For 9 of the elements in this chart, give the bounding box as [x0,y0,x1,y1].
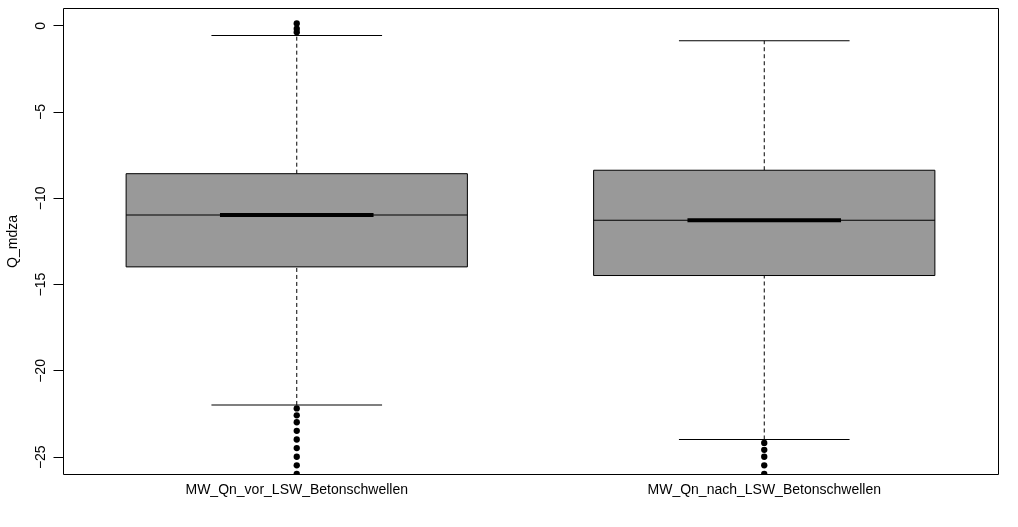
y-tick-label: −25 [31,445,48,470]
y-tick-label: −20 [31,358,48,383]
y-tick-label: −10 [31,186,48,211]
y-tick-label: −5 [31,103,48,121]
y-tick-label: −15 [31,272,48,297]
x-tick-label: MW_Qn_nach_LSW_Betonschwellen [647,480,881,497]
y-tick-label: 0 [31,21,48,30]
y-axis-title: Q_mdza [3,214,20,268]
x-tick-label: MW_Qn_vor_LSW_Betonschwellen [185,480,409,497]
